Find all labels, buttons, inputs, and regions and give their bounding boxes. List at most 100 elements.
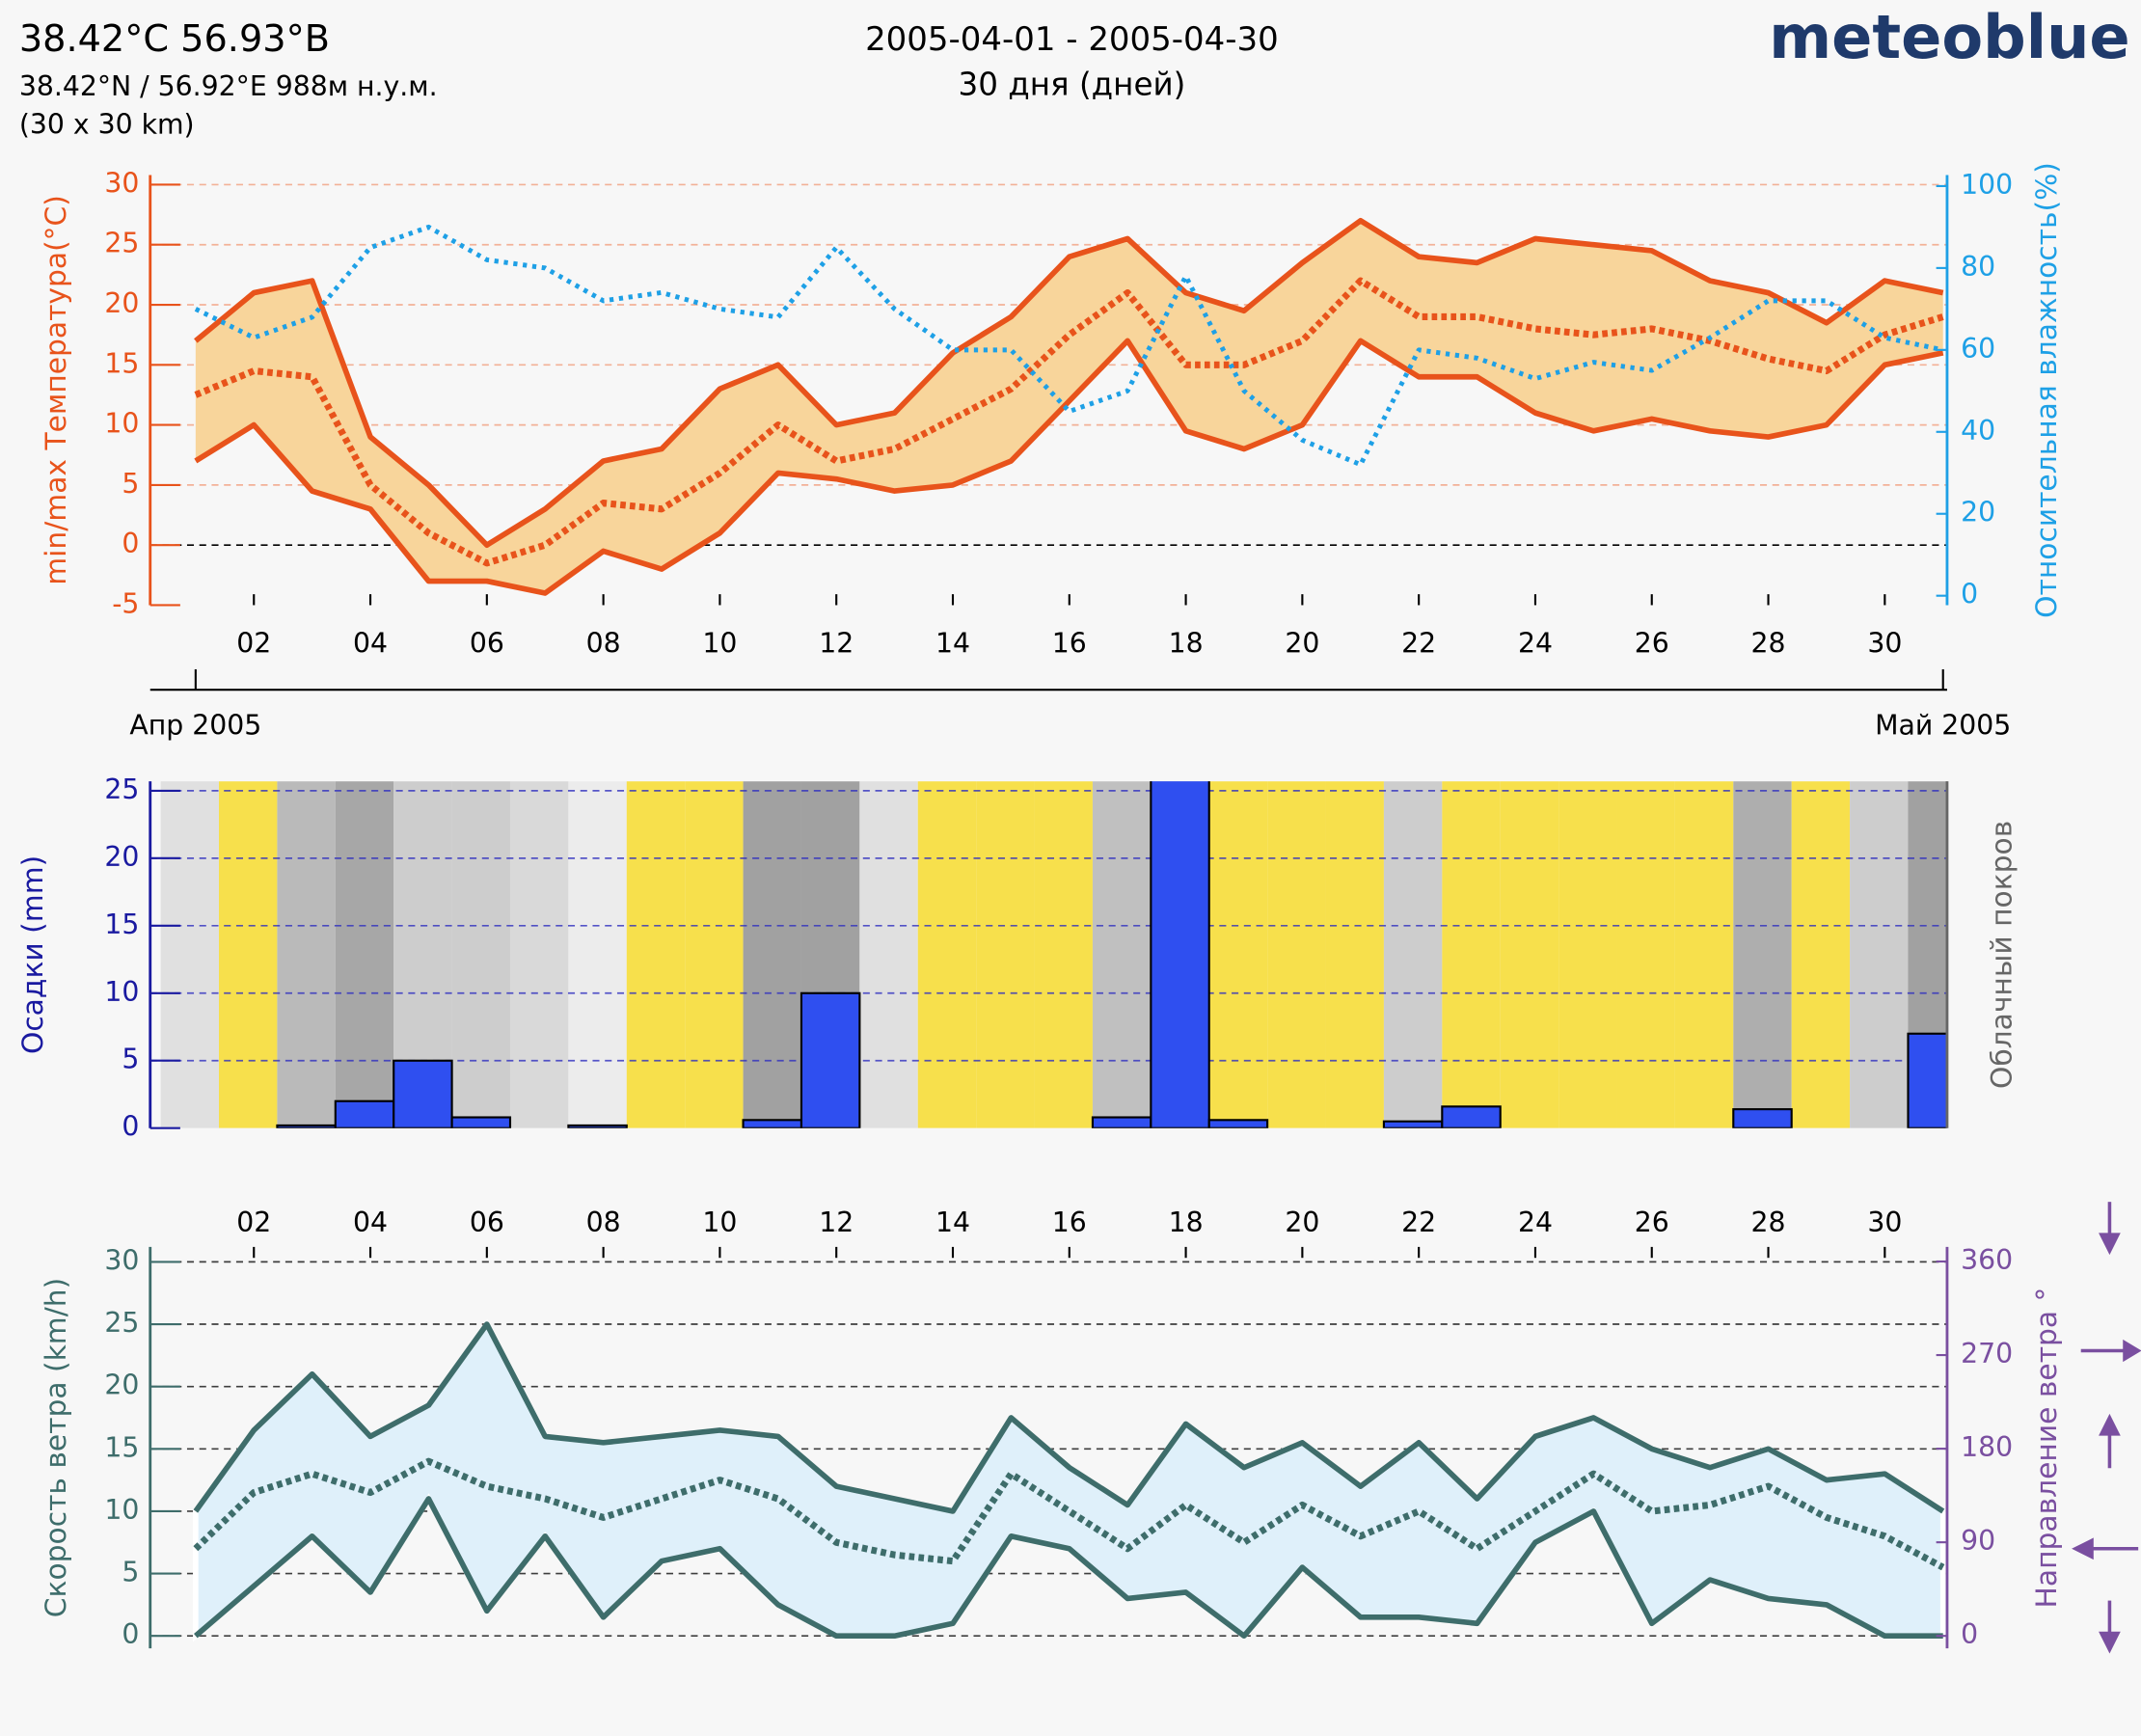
x-tick-label: 24: [1518, 1207, 1553, 1238]
y-tick-label: -5: [112, 587, 139, 619]
x-tick-label: 28: [1751, 1207, 1786, 1238]
cloud-cover: [1383, 781, 1443, 1128]
cloud-cover: [568, 781, 627, 1128]
x-tick-label: 22: [1401, 628, 1436, 660]
y-tick-label: 25: [104, 773, 139, 805]
y-tick-label: 10: [104, 408, 139, 440]
cloud-cover: [509, 781, 569, 1128]
cloud-cover: [1034, 781, 1093, 1128]
x-tick-label: 16: [1052, 1207, 1087, 1238]
y2-axis-label: Облачный покров: [1986, 821, 2019, 1089]
cloud-cover: [1558, 781, 1617, 1128]
range-area: [193, 1318, 1946, 1642]
x-tick-label: 04: [353, 1207, 388, 1238]
y-tick-label: 25: [104, 1307, 139, 1339]
cloud-cover: [917, 781, 977, 1128]
location: 38.42°С 56.93°В: [19, 18, 330, 61]
cloud-cover: [1733, 781, 1792, 1128]
x-tick-label: 18: [1169, 1207, 1204, 1238]
cloud-cover: [451, 781, 510, 1128]
y2-tick-label: 60: [1961, 333, 1995, 365]
y-tick-label: 10: [104, 1494, 139, 1526]
x-tick-label: 16: [1052, 628, 1087, 660]
line: [194, 338, 1944, 596]
bar: [799, 991, 861, 1128]
y2-tick-label: 90: [1961, 1525, 1995, 1557]
brand: meteoblue: [1769, 2, 2129, 72]
x-tick-label: 06: [470, 628, 504, 660]
dotted-line: [194, 224, 1944, 468]
y-axis-label: min/max Температура(°C): [40, 195, 73, 585]
y-axis-label: Скорость ветра (km/h): [40, 1278, 73, 1617]
x-tick-label: 10: [702, 1207, 737, 1238]
line: [194, 1496, 1943, 1640]
y2-tick-label: 180: [1961, 1431, 2013, 1463]
cloud-cover: [976, 781, 1035, 1128]
cloud-cover: [335, 781, 394, 1128]
x-tick-label: 10: [702, 628, 737, 660]
bar: [1382, 1120, 1444, 1128]
x-tick-label: 22: [1401, 1207, 1436, 1238]
bar: [567, 1124, 628, 1128]
y-axis-label: Осадки (mm): [16, 855, 50, 1054]
x-tick-label: 30: [1867, 628, 1902, 660]
x-tick-label: 30: [1867, 1207, 1902, 1238]
bar: [393, 1059, 453, 1128]
y-tick-label: 15: [104, 1431, 139, 1463]
x-tick-label: 12: [819, 628, 854, 660]
x-tick-label: 26: [1635, 628, 1669, 660]
dotted-line: [194, 277, 1944, 567]
bar: [1150, 781, 1210, 1128]
bar: [276, 1124, 337, 1128]
x-tick-label: 08: [586, 628, 621, 660]
y-tick-label: 0: [122, 1111, 139, 1143]
bar: [334, 1099, 395, 1128]
y2-tick-label: 0: [1961, 579, 1978, 610]
x-tick-label: 20: [1285, 628, 1319, 660]
cloud-cover: [1674, 781, 1734, 1128]
cloud-cover: [626, 781, 686, 1128]
x-tick-label: 18: [1169, 628, 1204, 660]
y-tick-label: 10: [104, 976, 139, 1008]
bar: [1207, 1119, 1269, 1128]
cloud-cover: [277, 781, 336, 1128]
cloud-cover: [743, 781, 801, 1128]
range-area: [195, 220, 1943, 593]
x-tick-label: 20: [1285, 1207, 1319, 1238]
y2-tick-label: 270: [1961, 1338, 2013, 1370]
plot: [149, 183, 1947, 596]
days: 30 дня (дней): [959, 66, 1186, 102]
bar: [742, 1119, 803, 1128]
x-tick-label: 28: [1751, 628, 1786, 660]
cloud-cover: [1208, 781, 1268, 1128]
cloud-cover: [160, 781, 220, 1128]
y-tick-label: 5: [122, 1557, 139, 1588]
line: [194, 217, 1944, 548]
y-tick-label: 5: [122, 1044, 139, 1075]
line: [193, 1321, 1945, 1514]
direction-arrows: [2072, 1202, 2141, 1654]
cloud-cover: [1442, 781, 1501, 1128]
y2-axis-label: Направление ветра °: [2030, 1288, 2064, 1609]
y-tick-label: 20: [104, 841, 139, 873]
y-tick-label: 20: [104, 1370, 139, 1401]
x-tick-label: 14: [935, 1207, 970, 1238]
period: 2005-04-01 - 2005-04-30: [865, 20, 1279, 59]
y2-tick-label: 360: [1961, 1244, 2013, 1276]
y-tick-label: 5: [122, 468, 139, 500]
x-tick-label: 06: [470, 1207, 504, 1238]
y-tick-label: 15: [104, 347, 139, 379]
y2-axis-label: Относительная влажность(%): [2030, 162, 2064, 618]
x-tick-label: 02: [236, 628, 271, 660]
cloud-cover: [219, 781, 278, 1128]
y2-tick-label: 0: [1961, 1618, 1978, 1650]
x-tick-label: 04: [353, 628, 388, 660]
cloud-cover: [1092, 781, 1152, 1128]
month-label: Апр 2005: [129, 709, 261, 741]
coords: 38.42°N / 56.92°E 988м н.у.м.: [19, 70, 438, 102]
bar: [1907, 1032, 1947, 1128]
cloud-cover: [685, 781, 744, 1128]
y-tick-label: 0: [122, 1618, 139, 1650]
x-tick-label: 14: [935, 628, 970, 660]
y2-tick-label: 20: [1961, 497, 1995, 529]
